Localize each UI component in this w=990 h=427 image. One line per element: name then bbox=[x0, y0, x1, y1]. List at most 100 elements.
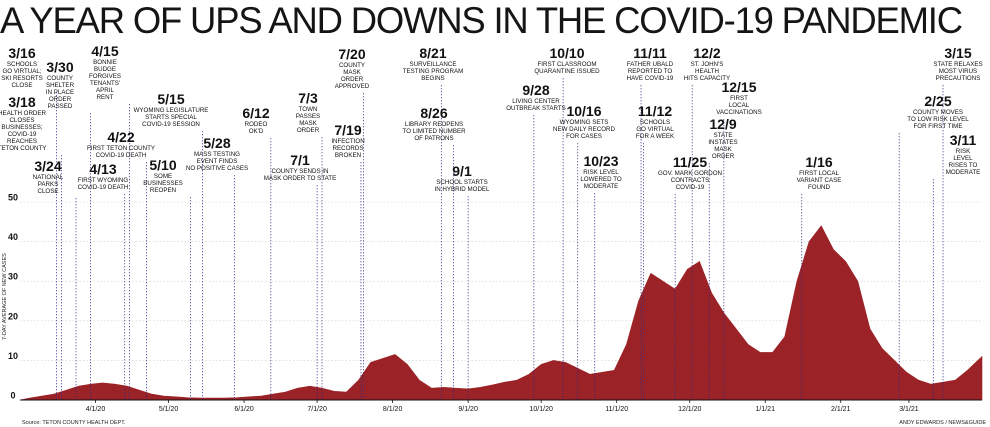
annotation-text: FORGIVES bbox=[89, 73, 121, 80]
annotation-text: TO LOW RISK LEVEL bbox=[907, 116, 969, 123]
annotation-text: TOWN bbox=[299, 106, 318, 113]
annotation-text: COUNTY bbox=[339, 62, 365, 69]
annotation-date: 12/9 bbox=[709, 116, 736, 132]
x-tick-label-6/1/20: 6/1/20 bbox=[234, 406, 254, 413]
annotation-text: MASK bbox=[299, 120, 317, 127]
annotation-text: CLOSES bbox=[9, 117, 34, 124]
annotation-text: BONNIE bbox=[93, 59, 117, 66]
x-tick-label-7/1/20: 7/1/20 bbox=[307, 406, 327, 413]
annotation-text: BROKEN bbox=[335, 152, 361, 159]
annotation-date: 10/16 bbox=[566, 103, 601, 119]
source-note: Source: TETON COUNTY HEALTH DEPT. bbox=[22, 420, 126, 426]
annotation-text: EVENT FINDS bbox=[197, 158, 238, 165]
annotation-date: 3/15 bbox=[944, 45, 971, 61]
annotation-date: 1/16 bbox=[805, 154, 832, 170]
annotation-date: 12/2 bbox=[693, 45, 720, 61]
annotation-text: GO VIRTUAL; bbox=[2, 68, 41, 75]
annotation-text: APPROVED bbox=[335, 83, 370, 90]
annotation-text: HITS CAPACITY bbox=[684, 75, 730, 82]
annotation-text: OK'D bbox=[249, 128, 264, 135]
annotation-text: ORDER bbox=[341, 76, 364, 83]
annotation-text: SKI RESORTS bbox=[1, 75, 43, 82]
annotation-text: RENT bbox=[97, 94, 114, 101]
annotation-date: 4/22 bbox=[107, 129, 134, 145]
annotation-date: 3/11 bbox=[950, 132, 977, 148]
annotation-text: HEALTH ORDER bbox=[0, 110, 47, 117]
annotation-text: BUSINESSES; bbox=[1, 124, 43, 131]
annotation-text: ORDER bbox=[712, 153, 735, 160]
annotation-date: 8/26 bbox=[420, 105, 447, 121]
annotation-text: GO VIRTUAL bbox=[636, 126, 674, 133]
annotation-text: IN HYBRID MODEL bbox=[434, 186, 490, 193]
annotation-text: SCHOOLS bbox=[640, 119, 670, 126]
annotation-text: PARKS bbox=[38, 181, 59, 188]
annotation-text: TENANTS' bbox=[90, 80, 120, 87]
annotation-date: 3/24 bbox=[34, 158, 61, 174]
annotation-text: LOCAL bbox=[729, 102, 750, 109]
annotation-text: RODEO bbox=[245, 121, 268, 128]
x-tick-label-4/1/20: 4/1/20 bbox=[86, 406, 106, 413]
annotation-text: COVID-19 bbox=[8, 131, 37, 138]
annotation-text: LOWERED TO bbox=[580, 176, 622, 183]
y-tick-label-0: 0 bbox=[10, 391, 15, 401]
annotation-text: SOME bbox=[154, 173, 172, 180]
x-tick-label-3/1/21: 3/1/21 bbox=[899, 406, 919, 413]
annotation-text: SURVEILLANCE bbox=[410, 61, 457, 68]
annotation-text: FIRST CLASSROOM bbox=[537, 61, 596, 68]
annotation-text: INFECTION bbox=[331, 138, 364, 145]
annotation-text: HAVE COVID-19 bbox=[627, 75, 674, 82]
annotation-text: FIRST LOCAL bbox=[799, 170, 839, 177]
annotation-lines bbox=[56, 78, 944, 400]
annotation-text: SHELTER bbox=[46, 82, 75, 89]
y-tick-label-50: 50 bbox=[8, 193, 18, 203]
annotation-text: COVID-19 bbox=[676, 184, 705, 191]
annotation-date: 6/12 bbox=[242, 105, 269, 121]
annotation-date: 7/1 bbox=[290, 152, 310, 168]
annotation-text: FOR FIRST TIME bbox=[914, 123, 963, 130]
x-tick-label-10/1/20: 10/1/20 bbox=[530, 406, 553, 413]
annotation-date: 5/15 bbox=[157, 91, 184, 107]
annotation-date: 11/12 bbox=[638, 103, 672, 119]
x-tick-label-2/1/21: 2/1/21 bbox=[831, 406, 851, 413]
annotation-text: TO LIMITED NUMBER bbox=[402, 128, 466, 135]
annotation-text: FIRST TETON COUNTY bbox=[87, 145, 155, 152]
annotation-text: TESTING PROGRAM bbox=[403, 68, 464, 75]
annotation-text: ST. JOHN'S bbox=[691, 61, 724, 68]
x-tick-label-9/1/20: 9/1/20 bbox=[458, 406, 478, 413]
annotation-text: COVID-19 DEATH bbox=[96, 152, 147, 159]
x-tick-label-11/1/20: 11/1/20 bbox=[605, 406, 628, 413]
annotation-text: LEVEL bbox=[953, 155, 973, 162]
annotation-text: CLOSE bbox=[12, 82, 33, 89]
annotation-text: REOPEN bbox=[150, 187, 176, 194]
annotation-text: ORDER bbox=[297, 127, 320, 134]
annotation-text: FATHER UBALD bbox=[627, 61, 674, 68]
x-tick-label-1/1/21: 1/1/21 bbox=[756, 406, 776, 413]
annotation-date: 4/15 bbox=[91, 43, 118, 59]
annotation-text: BEGINS bbox=[421, 75, 444, 82]
y-tick-label-30: 30 bbox=[8, 272, 18, 282]
annotation-text: FOR A WEEK bbox=[636, 133, 675, 140]
annotation-text: LIVING CENTER bbox=[512, 98, 560, 105]
y-axis-label: 7-DAY AVERAGE OF NEW CASES bbox=[2, 253, 8, 340]
annotation-date: 5/28 bbox=[203, 135, 230, 151]
annotation-text: OUTBREAK STARTS bbox=[506, 105, 566, 112]
annotation-text: RISES TO bbox=[949, 162, 978, 169]
annotation-text: COUNTY MOVES bbox=[913, 109, 963, 116]
y-tick-label-10: 10 bbox=[8, 351, 18, 361]
annotation-date: 3/16 bbox=[8, 45, 35, 61]
